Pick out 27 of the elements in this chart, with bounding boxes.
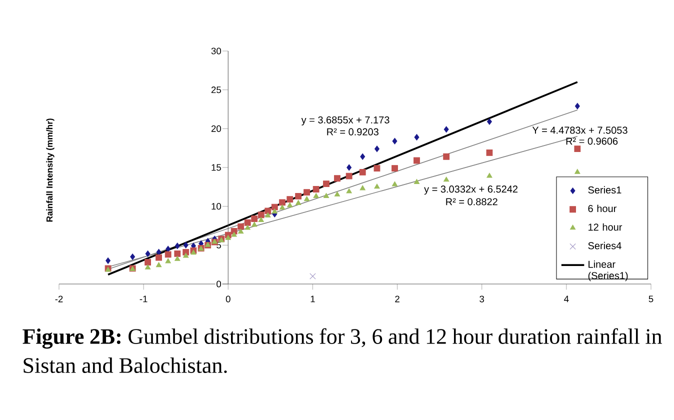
y-tick-label: 15	[212, 164, 221, 171]
y-tick-label: 25	[211, 86, 221, 94]
y-tick-label: 0	[216, 280, 222, 288]
legend-label: 6 hour	[588, 204, 616, 212]
y-axis-title: Rainfall Intensity (mm/hr)	[46, 118, 54, 222]
annotation: R² = 0.8822	[446, 198, 498, 206]
legend-label: Series4	[588, 242, 622, 250]
annotation: R² = 0.9606	[566, 138, 618, 145]
x-tick-label: 0	[226, 296, 230, 302]
x-tick-label: 2	[395, 296, 400, 302]
annotation: Y = 4.4783x + 7.5053	[532, 126, 628, 134]
x-tick-label: 1	[310, 296, 315, 302]
text: Figure 2B: Gumbel distributions for 3, 6 and 12 hour duration rainfall in Sistan and Balochistan.	[22, 328, 662, 374]
legend-label: Series1	[588, 186, 622, 194]
x-tick-label: 5	[648, 296, 654, 302]
y-tick-label: 30	[211, 48, 222, 54]
annotation: y = 3.6855x + 7.173	[301, 116, 390, 126]
y-tick-label: 10	[212, 203, 222, 210]
x-tick-label: 4	[564, 296, 569, 302]
legend-label: 12 hour	[588, 223, 622, 231]
annotation: R² = 0.9203	[327, 128, 378, 136]
x-tick-label: 3	[480, 296, 484, 302]
x-tick-label: -2	[55, 296, 63, 302]
legend-label: Linear (Series1)	[588, 260, 628, 282]
x-tick-label: -1	[140, 296, 148, 302]
y-tick-label: 20	[211, 125, 222, 132]
annotation: y = 3.0332x + 6.5242	[424, 186, 518, 195]
